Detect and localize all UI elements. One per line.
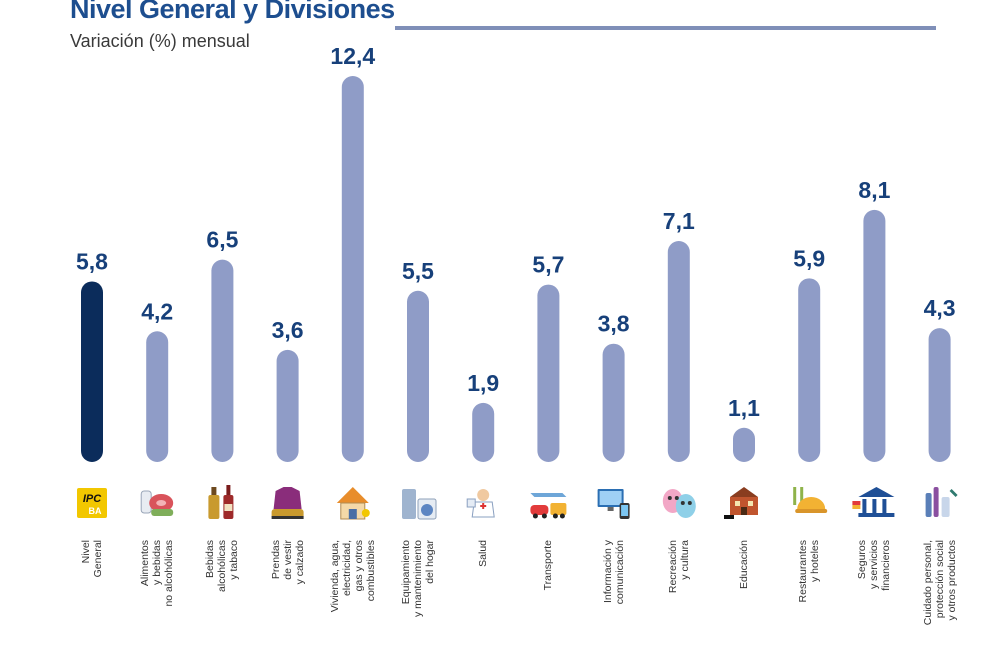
bottles-icon — [208, 485, 234, 519]
bar — [341, 76, 364, 462]
title-rule — [395, 26, 936, 30]
data-label: 3,6 — [272, 317, 304, 343]
data-label: 4,3 — [924, 295, 956, 321]
x-tick-label: Transporte — [542, 540, 555, 591]
x-tick-label: Bebidas alcohólicas y tabaco — [204, 540, 241, 592]
svg-text:BA: BA — [89, 506, 102, 516]
bar — [211, 259, 234, 462]
bar — [81, 281, 103, 462]
data-label: 7,1 — [663, 208, 695, 234]
data-label: 1,9 — [467, 370, 499, 396]
bar — [798, 278, 821, 462]
clothing-icon — [271, 487, 304, 519]
data-label: 3,8 — [598, 311, 630, 337]
bar — [602, 343, 625, 462]
x-tick-label: Alimentos y bebidas no alcohólicas — [139, 540, 176, 607]
bar — [276, 349, 299, 462]
x-tick-label: Equipamiento y mantenimiento del hogar — [400, 540, 436, 618]
x-tick-label: Educación — [738, 540, 750, 590]
doctor-icon — [466, 489, 495, 518]
svg-text:IPC: IPC — [83, 493, 102, 505]
bar — [407, 290, 429, 462]
bar — [733, 427, 755, 462]
house-icon — [336, 487, 370, 520]
data-label: 12,4 — [330, 43, 375, 69]
data-label: 4,2 — [141, 298, 173, 324]
x-tick-label: Restaurantes y hoteles — [797, 540, 822, 603]
bar — [537, 284, 560, 462]
x-tick-label: Prendas de vestir y calzado — [269, 540, 306, 585]
chart-subtitle: Variación (%) mensual — [70, 31, 250, 51]
x-tick-label: Nivel General — [80, 540, 104, 578]
data-label: 5,5 — [402, 258, 434, 284]
devices-icon — [597, 489, 630, 519]
x-tick-label: Vivienda, agua, electricidad, gas y otros c… — [328, 540, 377, 613]
data-label: 5,7 — [532, 252, 564, 278]
appliances-icon — [402, 489, 437, 520]
data-label: 6,5 — [206, 227, 238, 253]
x-tick-label: Salud — [477, 540, 490, 567]
x-tick-label: Recreación y cultura — [666, 540, 691, 594]
bar — [667, 240, 690, 462]
bank-icon — [852, 487, 895, 517]
data-label: 5,8 — [76, 248, 108, 274]
personal-care-icon — [925, 487, 958, 517]
restaurant-icon — [793, 487, 828, 513]
chart-title: Nivel General y Divisiones — [70, 0, 395, 24]
x-tick-label: Cuidado personal, protección social y otro… — [921, 540, 958, 626]
bar — [863, 209, 886, 462]
bar — [928, 328, 951, 462]
x-tick-label: Seguros y servicios financieros — [856, 540, 893, 591]
masks-icon — [662, 489, 696, 518]
vehicles-icon — [530, 493, 567, 519]
data-label: 1,1 — [728, 395, 760, 421]
bar — [472, 402, 495, 462]
x-tick-label: Información y comunicación — [601, 540, 626, 605]
school-icon — [724, 487, 758, 519]
bar — [146, 331, 169, 462]
data-label: 8,1 — [858, 177, 890, 203]
food-icon — [140, 490, 174, 516]
data-label: 5,9 — [793, 245, 825, 271]
